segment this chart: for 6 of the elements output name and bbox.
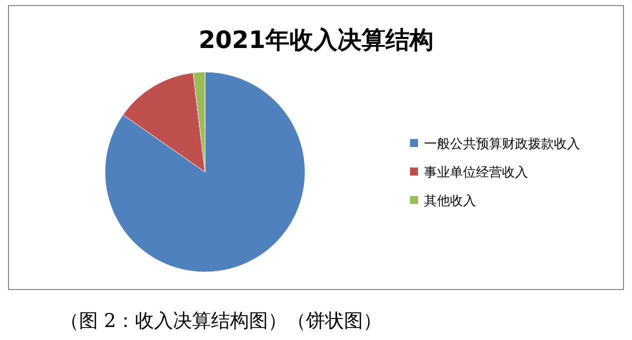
pie-slice [104,72,306,272]
chart-title: 2021年收入决算结构 [198,26,434,54]
text: （图 2：收入决算结构图）（饼状图） [60,310,382,332]
legend-label: 其他收入 [424,194,476,209]
legend-label: 一般公共预算财政拨款收入 [424,137,580,152]
legend-label: 事业单位经营收入 [424,166,528,180]
